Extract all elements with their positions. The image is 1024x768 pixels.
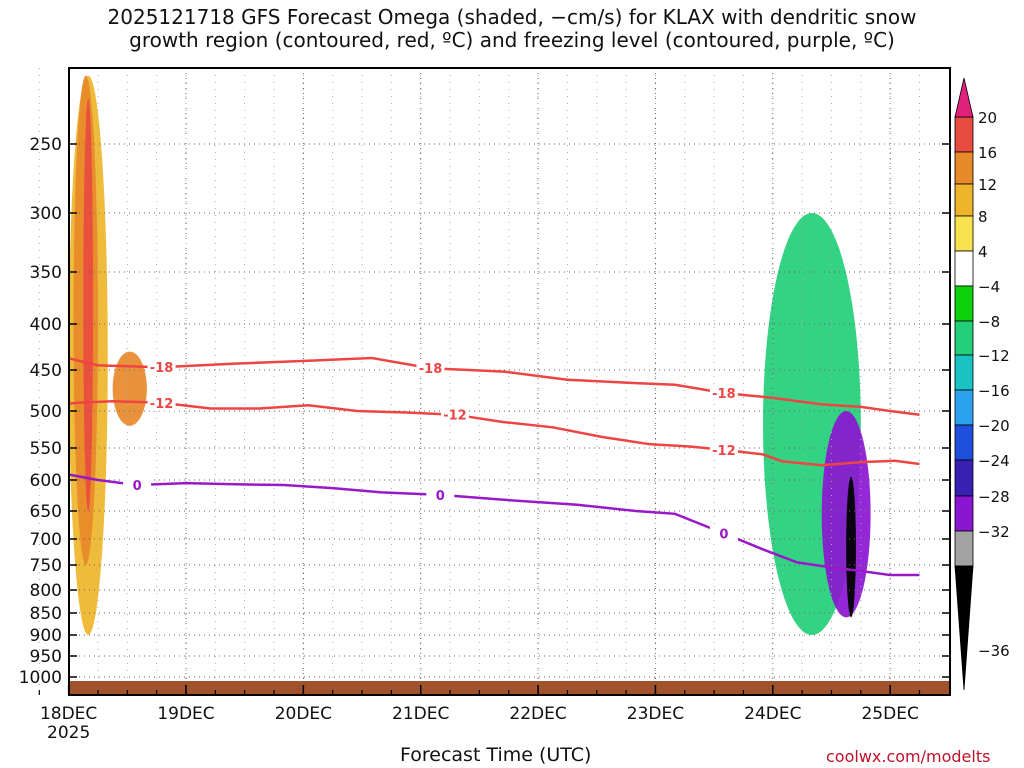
contour-label-bg	[147, 359, 176, 376]
contour-line	[69, 399, 920, 467]
contour-label: -12	[443, 409, 467, 424]
y-tick-label: 950	[30, 647, 62, 667]
colorbar-swatch	[954, 116, 974, 153]
y-tick-label: 500	[30, 402, 62, 422]
x-tick-sublabel: 2025	[47, 723, 90, 743]
ground-surface	[69, 681, 950, 695]
contour-label-bg	[147, 394, 176, 411]
contour-label-bg	[426, 486, 455, 503]
colorbar-label: −28	[978, 488, 1010, 506]
contour-label: 0	[133, 479, 142, 494]
grid	[38, 68, 950, 695]
colorbar-swatch	[954, 151, 974, 185]
colorbar-label: 4	[978, 243, 988, 261]
contour-label-bg	[709, 525, 738, 542]
colorbar-label: −8	[978, 313, 1000, 331]
x-tick-label: 20DEC	[275, 704, 332, 724]
contour-label: 0	[719, 527, 728, 542]
colorbar-swatch	[954, 250, 974, 287]
contour-label-bg	[709, 384, 738, 401]
credit-link[interactable]: coolwx.com/modelts	[826, 747, 991, 766]
omega-region	[821, 411, 871, 618]
colorbar-label: 20	[978, 109, 997, 127]
colorbar-label: 16	[978, 144, 997, 162]
colorbar-swatch	[954, 285, 974, 322]
temperature-contours: -18 -18 -18 -12 -12 -12 0 0 0	[69, 356, 920, 577]
colorbar-swatch	[954, 354, 974, 391]
colorbar-swatch	[954, 389, 974, 426]
plot-frame	[68, 67, 951, 696]
x-tick-label: 24DEC	[744, 704, 801, 724]
y-tick-label: 450	[30, 361, 62, 381]
x-tick-label: 25DEC	[861, 704, 918, 724]
colorbar-swatch	[954, 215, 974, 252]
contour-label: -18	[150, 361, 174, 376]
contour-label-bg	[709, 441, 738, 458]
y-tick-label: 250	[30, 135, 62, 155]
x-tick-label: 19DEC	[157, 704, 214, 724]
colorbar-swatch	[954, 495, 974, 532]
x-tick-label: 21DEC	[392, 704, 449, 724]
omega-region	[846, 476, 856, 618]
colorbar-top-arrow	[954, 77, 974, 118]
x-tick-label: 22DEC	[509, 704, 566, 724]
contour-label-bg	[416, 360, 445, 377]
contour-label-bg	[123, 476, 152, 493]
y-tick-label: 350	[30, 263, 62, 283]
y-tick-label: 300	[30, 204, 62, 224]
colorbar-label: −16	[978, 382, 1010, 400]
contour-label-bg	[440, 406, 469, 423]
colorbar-label: −36	[978, 642, 1010, 660]
chart-title: 2025121718 GFS Forecast Omega (shaded, −…	[107, 5, 917, 52]
x-tick-label: 23DEC	[627, 704, 684, 724]
y-tick-label: 1000	[19, 668, 62, 688]
contour-label: 0	[436, 489, 445, 504]
y-tick-label: 700	[30, 530, 62, 550]
colorbar-swatch	[954, 530, 974, 567]
x-axis-label: Forecast Time (UTC)	[400, 744, 592, 766]
x-tick-label: 18DEC	[40, 704, 97, 724]
omega-region	[83, 98, 94, 511]
colorbar-swatch	[954, 459, 974, 497]
contour-line	[69, 473, 920, 577]
y-tick-label: 900	[30, 626, 62, 646]
colorbar-label: −4	[978, 278, 1000, 296]
colorbar-swatch	[954, 320, 974, 356]
contour-label: -12	[150, 397, 174, 412]
colorbar-label: 8	[978, 208, 988, 226]
y-tick-label: 600	[30, 471, 62, 491]
colorbar-label: −32	[978, 523, 1010, 541]
omega-region	[112, 351, 147, 426]
colorbar-bottom-arrow	[954, 565, 974, 691]
colorbar-swatch	[954, 183, 974, 217]
y-tick-label: 750	[30, 556, 62, 576]
contour-label: -18	[419, 362, 443, 377]
y-tick-label: 800	[30, 581, 62, 601]
colorbar: 20 16 12 8 4 −4 −8 −12 −16 −20 −24 −28 −32 −36	[954, 77, 1010, 691]
y-axis: 2503003504004505005506006507007508008509…	[19, 135, 950, 688]
contour-label: -12	[712, 444, 736, 459]
contour-label: -18	[712, 387, 736, 402]
y-tick-label: 650	[30, 502, 62, 522]
colorbar-label: −24	[978, 452, 1010, 470]
y-tick-label: 850	[30, 604, 62, 624]
ground-strip	[69, 681, 950, 695]
y-tick-label: 400	[30, 315, 62, 335]
colorbar-label: 12	[978, 176, 997, 194]
colorbar-label: −12	[978, 347, 1010, 365]
y-tick-label: 550	[30, 439, 62, 459]
colorbar-swatch	[954, 424, 974, 461]
omega-shading	[69, 75, 871, 635]
colorbar-label: −20	[978, 417, 1010, 435]
